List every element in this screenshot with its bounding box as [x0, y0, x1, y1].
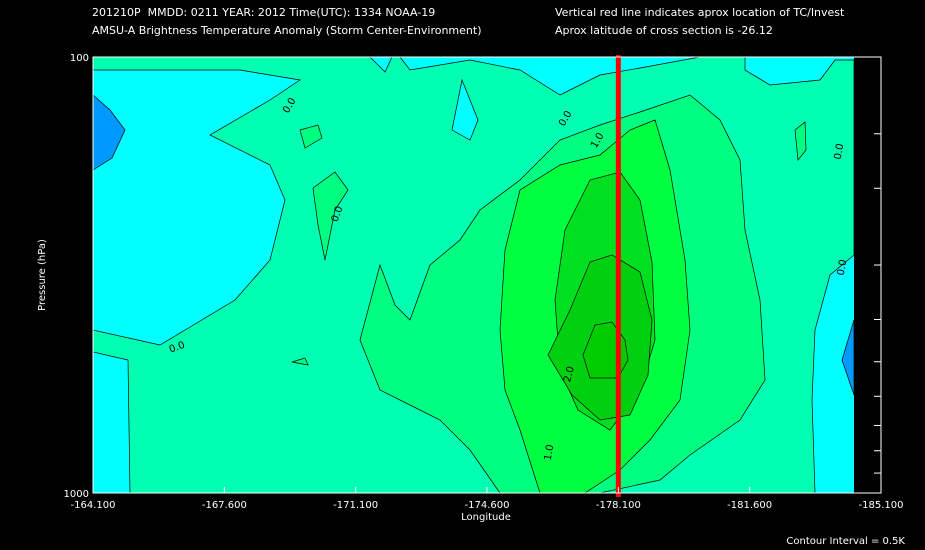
y-tick-label: 100	[70, 53, 89, 64]
contour-fill-blob-1	[299, 124, 323, 149]
contour-fill-blob-2	[312, 171, 349, 261]
header-line-1: 201210P MMDD: 0211 YEAR: 2012 Time(UTC):…	[92, 6, 436, 19]
plot-no-data-strip	[854, 57, 881, 493]
contour-labels: 0.00.00.00.00.00.01.01.02.0	[168, 96, 850, 461]
x-axis: -164.100 -167.600 -171.100 -174.600 -178.100…	[71, 487, 904, 511]
contour-fill-negative-right-lower	[841, 319, 855, 396]
x-tick-label: -174.600	[465, 500, 510, 511]
x-axis-label: Longitude	[461, 512, 511, 523]
header-line-2: AMSU-A Brightness Temperature Anomaly (S…	[92, 24, 482, 37]
y-axis-label: Pressure (hPa)	[37, 239, 48, 311]
x-tick-label: -181.600	[727, 500, 772, 511]
header-right-1: Vertical red line indicates aprox locati…	[555, 6, 845, 19]
contour-label: 1.0	[543, 444, 557, 462]
contour-label: 0.0	[330, 205, 346, 224]
x-tick-label: -164.100	[71, 500, 116, 511]
x-tick-label: -167.600	[202, 500, 247, 511]
contour-fill-blob-3	[451, 78, 479, 141]
contour-interval-label: Contour Interval = 0.5K	[786, 536, 905, 547]
contour-label: 0.0	[836, 259, 850, 277]
y-tick-label: 1000	[64, 489, 89, 500]
x-tick-label: -171.100	[333, 500, 378, 511]
contour-fill-blob-6	[291, 357, 309, 366]
x-tick-label: -178.100	[596, 500, 641, 511]
contour-label: 0.0	[833, 143, 847, 161]
contour-label: 2.0	[562, 365, 577, 383]
contour-label: 0.0	[168, 340, 187, 356]
header-right-2: Aprox latitude of cross section is -26.1…	[555, 24, 773, 37]
y-axis: 100 1000	[64, 53, 881, 500]
contour-fill-blob-5	[794, 121, 807, 161]
x-tick-label: -185.100	[859, 500, 904, 511]
